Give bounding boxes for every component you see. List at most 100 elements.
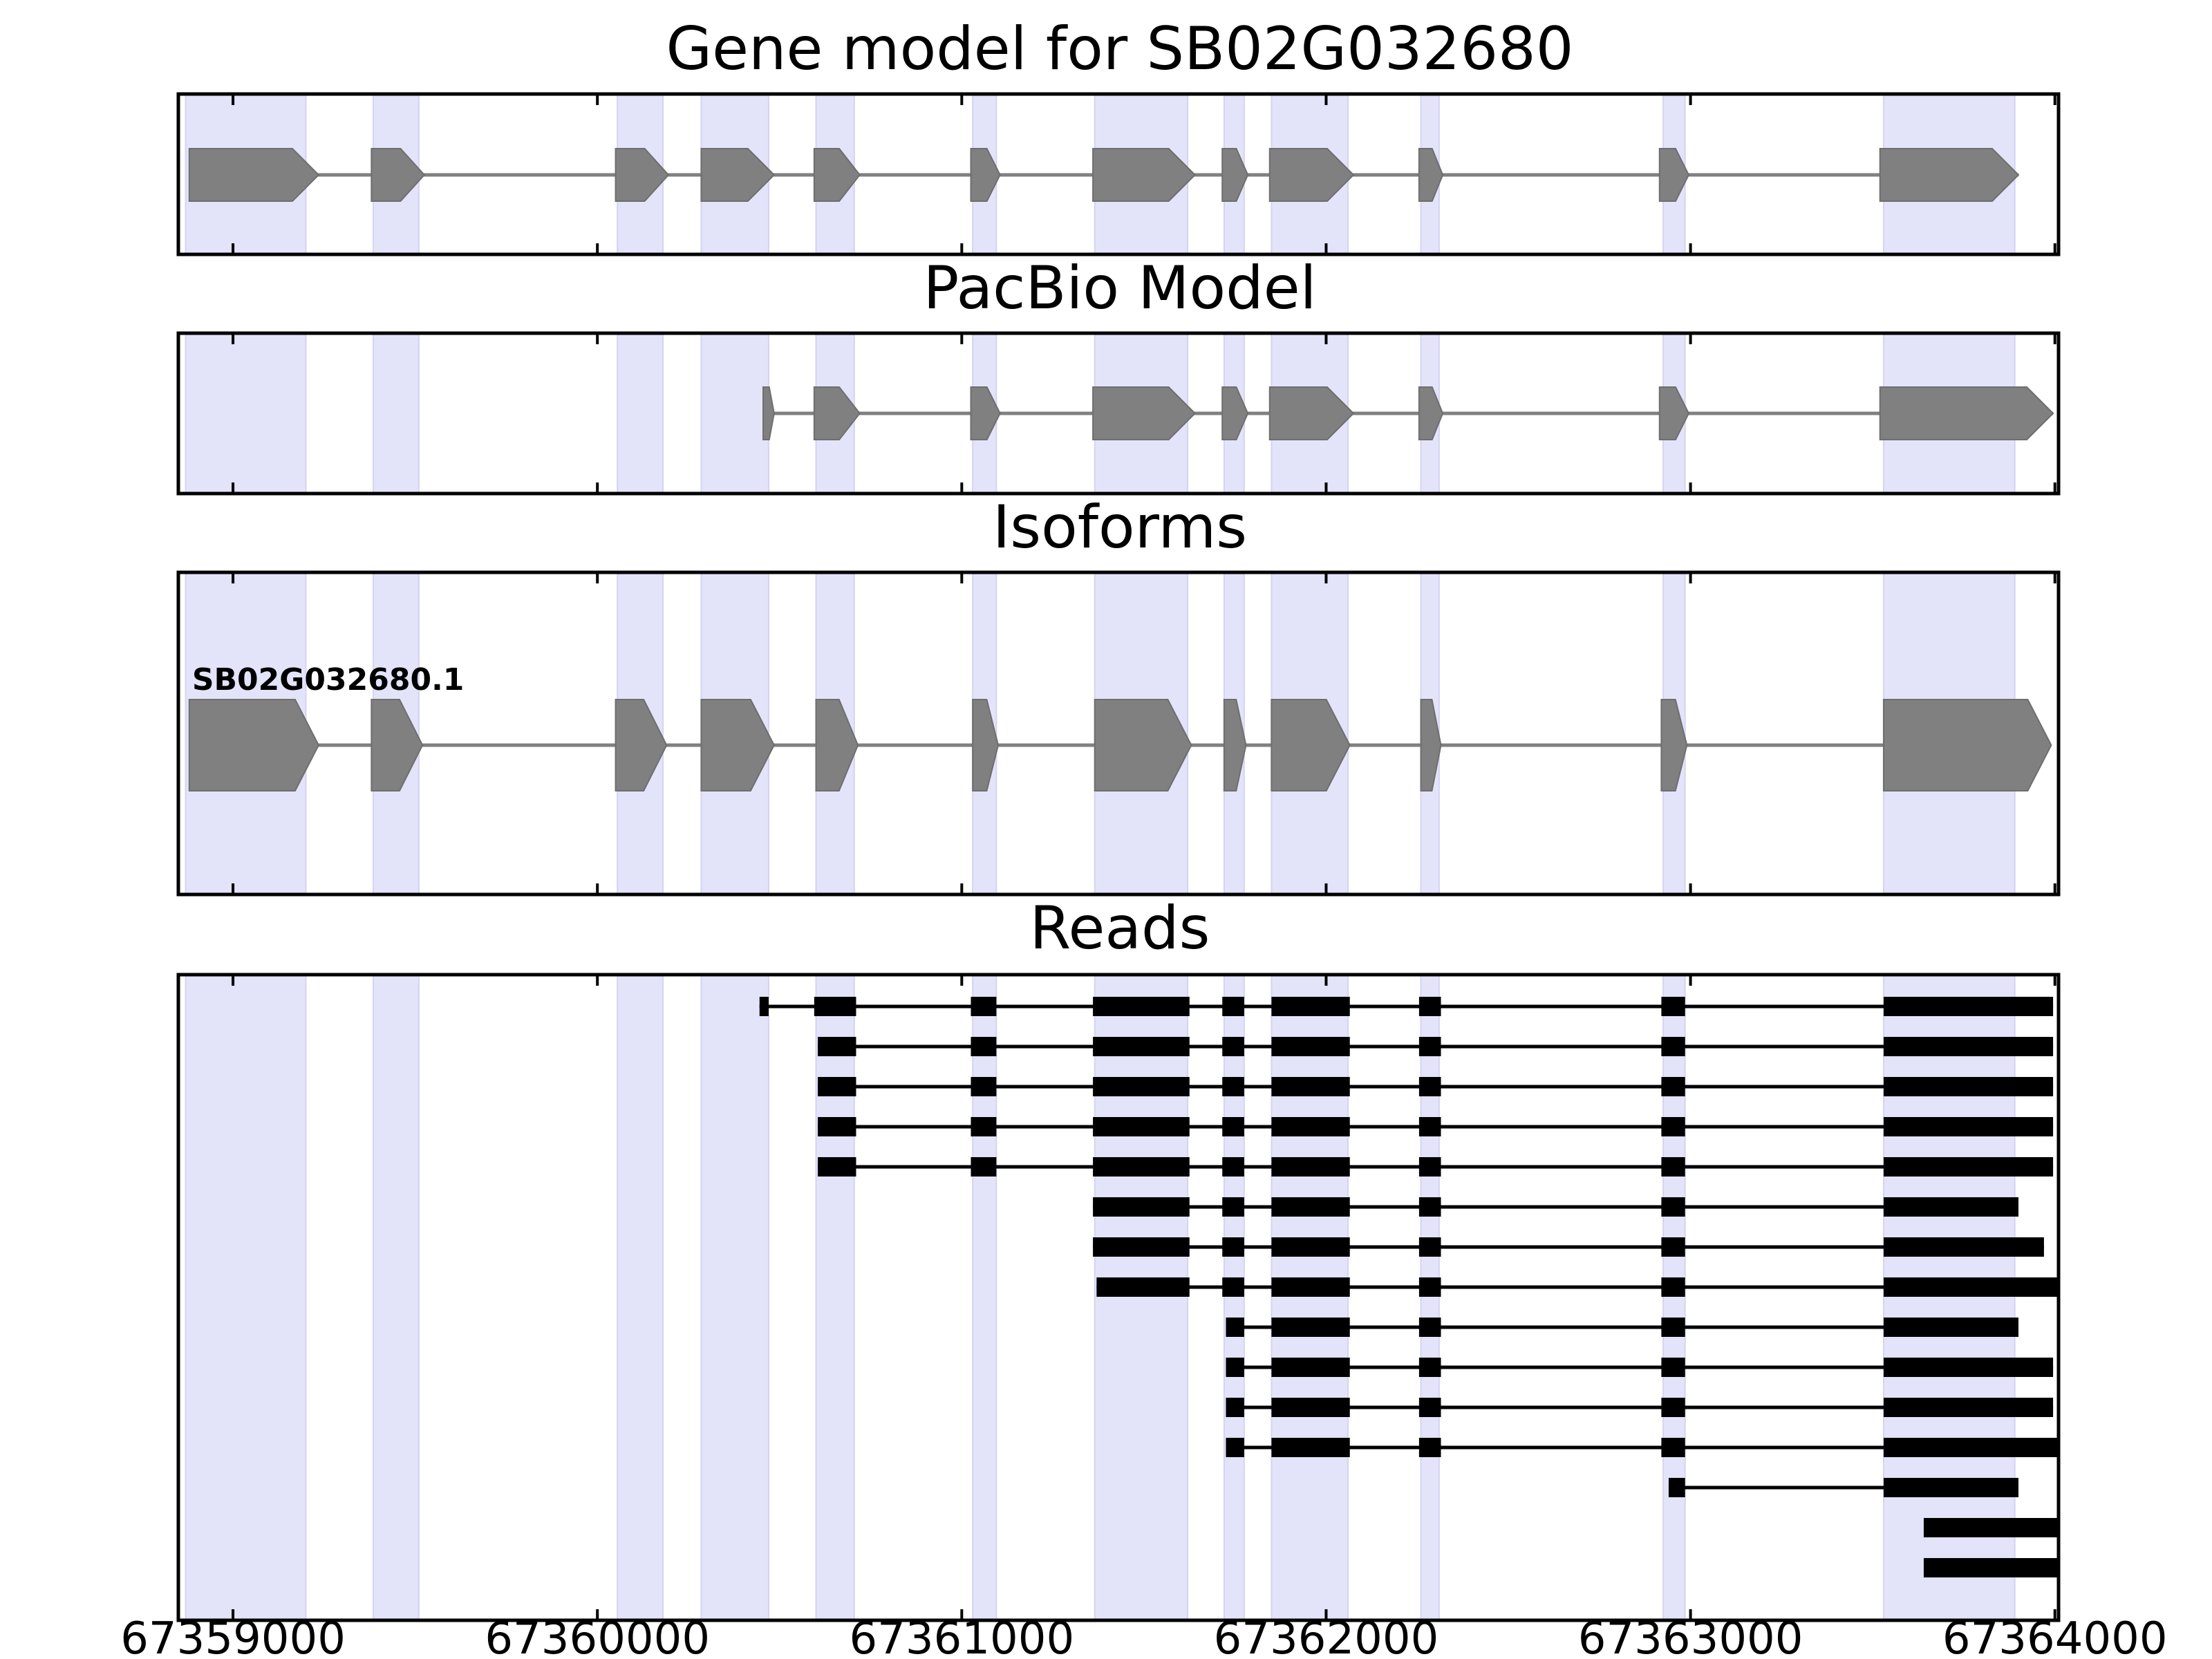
- read-12-block-1: [1226, 1438, 1244, 1457]
- isoforms-exon-9: [1271, 699, 1351, 791]
- read-6-block-5: [1661, 1197, 1685, 1217]
- pacbio-model-exon-6: [1268, 386, 1355, 440]
- read-1-block-8: [1661, 997, 1685, 1016]
- read-8-block-2: [1222, 1277, 1244, 1297]
- gene-model-exon-7: [1092, 148, 1197, 202]
- read-5-block-8: [1883, 1157, 2054, 1177]
- read-3-block-8: [1883, 1077, 2054, 1096]
- pacbio-model-features: [762, 386, 2054, 440]
- gene-model-exon-10: [1418, 148, 1444, 202]
- isoforms-frame: [176, 570, 2061, 897]
- read-5-block-5: [1271, 1157, 1350, 1177]
- read-5-block-3: [1093, 1157, 1190, 1177]
- read-1-block-1: [759, 997, 769, 1016]
- read-5-block-1: [818, 1157, 856, 1177]
- read-4-block-5: [1271, 1117, 1350, 1136]
- read-3-block-1: [818, 1077, 856, 1096]
- read-1-block-9: [1883, 997, 2054, 1016]
- read-7-block-3: [1271, 1237, 1350, 1257]
- read-6-block-3: [1271, 1197, 1350, 1217]
- read-3-block-2: [971, 1077, 997, 1096]
- read-12-block-2: [1271, 1438, 1350, 1457]
- isoforms-features: SB02G032680.1: [188, 662, 2052, 791]
- x-tick-label-67364000: 67364000: [1942, 1613, 2168, 1659]
- read-11-block-1: [1226, 1398, 1244, 1417]
- isoforms-title: Isoforms: [993, 493, 1247, 562]
- read-1-block-5: [1222, 997, 1244, 1016]
- x-tick-label-67359000: 67359000: [120, 1613, 346, 1659]
- gene-model-features: [188, 148, 2020, 202]
- read-7-block-5: [1661, 1237, 1685, 1257]
- pacbio-model-exon-4: [1092, 386, 1197, 440]
- gene-model-exon-2: [371, 148, 426, 202]
- read-2-block-8: [1883, 1037, 2054, 1056]
- read-9-block-4: [1661, 1318, 1685, 1337]
- read-12-block-3: [1418, 1438, 1441, 1457]
- gene-model-exon-12: [1879, 148, 2020, 202]
- gene-model-title: Gene model for SB02G032680: [666, 15, 1574, 84]
- isoforms-exon-6: [972, 699, 1000, 791]
- read-11-block-4: [1661, 1398, 1685, 1417]
- pacbio-model-frame: [176, 331, 2061, 496]
- read-8-block-4: [1418, 1277, 1441, 1297]
- read-6-block-6: [1883, 1197, 2019, 1217]
- read-15-block-1: [1923, 1558, 2059, 1577]
- read-11-block-2: [1271, 1398, 1350, 1417]
- reads-exon-highlight-2: [373, 974, 420, 1621]
- read-9-block-5: [1883, 1318, 2019, 1337]
- reads-exon-highlight-7: [1094, 974, 1189, 1621]
- reads-exon-highlight-4: [700, 974, 769, 1621]
- pacbio-model-exon-5: [1221, 386, 1249, 440]
- gene-model-exon-9: [1268, 148, 1355, 202]
- reads-frame: [176, 973, 2061, 1622]
- reads-exon-highlight-1: [185, 974, 307, 1621]
- isoforms-exon-11: [1660, 699, 1688, 791]
- read-3-block-5: [1271, 1077, 1350, 1096]
- read-6-block-4: [1418, 1197, 1441, 1217]
- pacbio-model-exon-highlight-3: [617, 332, 664, 494]
- pacbio-model-exon-highlight-2: [373, 332, 420, 494]
- read-5-block-4: [1222, 1157, 1244, 1177]
- isoforms-exon-1: [188, 699, 320, 791]
- read-5-block-7: [1661, 1157, 1685, 1177]
- x-axis-tick-labels: 67359000 67360000 67361000 67362000 67363000…: [120, 1613, 2167, 1659]
- reads-exon-highlight-11: [1662, 974, 1686, 1621]
- isoforms-exon-10: [1420, 699, 1442, 791]
- gene-model-exon-11: [1658, 148, 1690, 202]
- read-4-block-1: [818, 1117, 856, 1136]
- read-2-block-7: [1661, 1037, 1685, 1056]
- isoforms-panel: SB02G032680.1: [176, 570, 2061, 897]
- read-10-block-4: [1661, 1358, 1685, 1377]
- read-6-block-2: [1222, 1197, 1244, 1217]
- reads-exon-highlight-10: [1420, 974, 1440, 1621]
- reads-exon-highlight-5: [815, 974, 855, 1621]
- gene-model-exon-8: [1221, 148, 1249, 202]
- read-11-block-5: [1883, 1398, 2054, 1417]
- pacbio-model-title: PacBio Model: [923, 254, 1316, 323]
- read-3-block-7: [1661, 1077, 1685, 1096]
- read-2-block-6: [1418, 1037, 1441, 1056]
- read-8-block-3: [1271, 1277, 1350, 1297]
- x-tick-label-67361000: 67361000: [849, 1613, 1074, 1659]
- isoforms-exon-5: [815, 699, 859, 791]
- read-6-block-1: [1093, 1197, 1190, 1217]
- reads-features: [759, 997, 2059, 1577]
- pacbio-model-panel: [176, 331, 2061, 496]
- read-10-block-5: [1883, 1358, 2054, 1377]
- read-5-block-2: [971, 1157, 997, 1177]
- read-2-block-1: [818, 1037, 856, 1056]
- pacbio-model-exon-9: [1879, 386, 2054, 440]
- read-1-block-4: [1093, 997, 1190, 1016]
- reads-panel: [176, 973, 2061, 1622]
- read-4-block-6: [1418, 1117, 1441, 1136]
- read-2-block-5: [1271, 1037, 1350, 1056]
- read-9-block-3: [1418, 1318, 1441, 1337]
- read-7-block-6: [1883, 1237, 2044, 1257]
- read-12-block-5: [1883, 1438, 2059, 1457]
- read-7-block-1: [1093, 1237, 1190, 1257]
- reads-title: Reads: [1030, 894, 1210, 963]
- x-tick-label-67362000: 67362000: [1214, 1613, 1439, 1659]
- gene-model-exon-6: [970, 148, 1001, 202]
- read-1-block-7: [1418, 997, 1441, 1016]
